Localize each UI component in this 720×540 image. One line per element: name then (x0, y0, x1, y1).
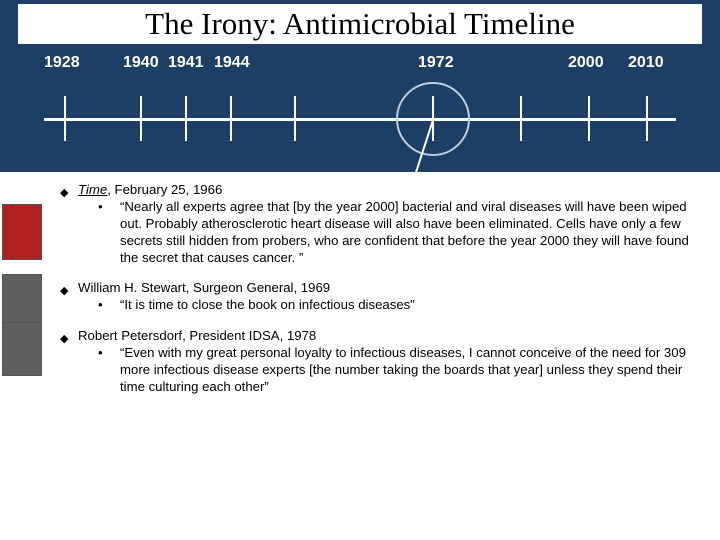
timeline-axis (44, 118, 676, 121)
timeline-tick (185, 96, 187, 141)
quote-bullet: • “It is time to close the book on infect… (98, 297, 700, 314)
header: The Irony: Antimicrobial Timeline (0, 0, 720, 46)
thumbnail-image (2, 204, 42, 260)
quote-heading: William H. Stewart, Surgeon General, 196… (78, 280, 700, 297)
year-label: 1940 (123, 54, 159, 72)
timeline-tick (520, 96, 522, 141)
highlight-circle (396, 82, 470, 156)
content: ◆Time, February 25, 1966•“Nearly all exp… (0, 172, 720, 422)
bullet-dot-icon: • (98, 199, 103, 216)
quote-bullet: • “Nearly all experts agree that [by the … (98, 199, 700, 267)
year-label: 1941 (168, 54, 204, 72)
thumbnail-image (2, 322, 42, 376)
timeline-tick (646, 96, 648, 141)
year-label: 1944 (214, 54, 250, 72)
year-label: 1928 (44, 54, 80, 72)
year-label: 2000 (568, 54, 604, 72)
year-label: 2010 (628, 54, 664, 72)
slide-title: The Irony: Antimicrobial Timeline (18, 4, 702, 44)
bullet-dot-icon: • (98, 345, 103, 362)
bullet-dot-icon: • (98, 297, 103, 314)
timeline: 1928 1940 1941 1944 1972 2000 2010 (0, 46, 720, 172)
quote-item: ◆ Robert Petersdorf, President IDSA, 1978… (44, 328, 700, 396)
quote-text: “It is time to close the book on infecti… (120, 297, 700, 314)
quote-text: “Nearly all experts agree that [by the y… (120, 199, 700, 267)
quote-bullet: • “Even with my great personal loyalty to… (98, 345, 700, 396)
timeline-tick (140, 96, 142, 141)
timeline-tick (64, 96, 66, 141)
quote-heading: Time, February 25, 1966 (78, 182, 700, 199)
quote-item: ◆ Time, February 25, 1966• “Nearly all exp… (44, 182, 700, 266)
quote-item: ◆ William H. Stewart, Surgeon General, 19… (44, 280, 700, 314)
bullet-diamond-icon: ◆ (60, 284, 68, 298)
timeline-tick (588, 96, 590, 141)
bullet-diamond-icon: ◆ (60, 332, 68, 346)
timeline-tick (294, 96, 296, 141)
thumbnail-image (2, 274, 42, 324)
timeline-tick (230, 96, 232, 141)
year-label: 1972 (418, 54, 454, 72)
quote-heading: Robert Petersdorf, President IDSA, 1978 (78, 328, 700, 345)
quote-text: “Even with my great personal loyalty to … (120, 345, 700, 396)
bullet-diamond-icon: ◆ (60, 186, 68, 200)
